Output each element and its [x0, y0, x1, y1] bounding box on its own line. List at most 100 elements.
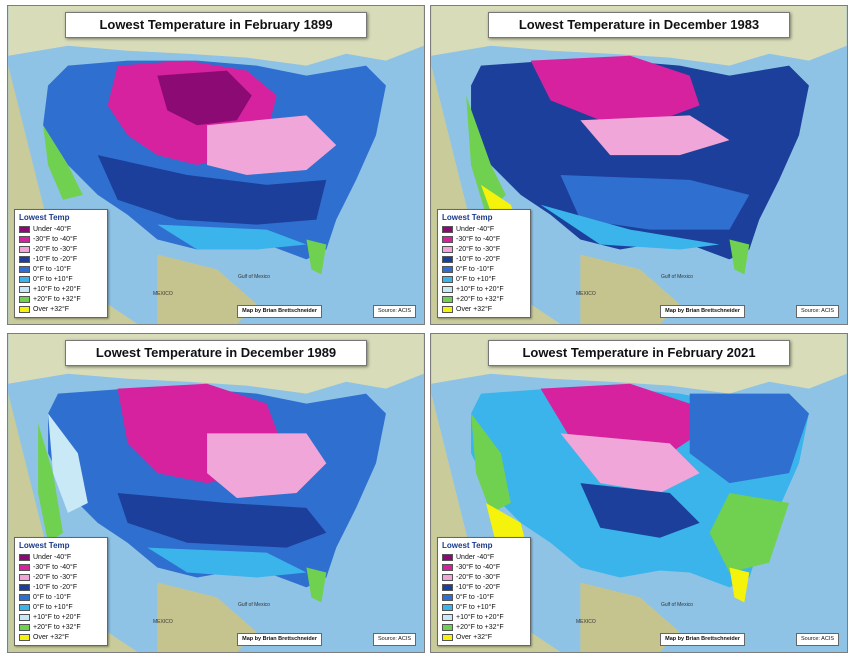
- map-panel-dec-1989: Lowest Temperature in December 1989 Gulf…: [7, 333, 425, 653]
- legend-item: -10°F to -20°F: [442, 582, 526, 592]
- credit-label: Map by Brian Brettschneider: [660, 633, 745, 646]
- legend-swatch: [442, 593, 453, 601]
- legend-item: -10°F to -20°F: [19, 582, 103, 592]
- legend-swatch: [19, 225, 30, 233]
- legend-label: -30°F to -40°F: [33, 235, 78, 243]
- panel-title: Lowest Temperature in December 1983: [488, 12, 790, 38]
- legend-item: Over +32°F: [442, 304, 526, 314]
- legend: Lowest Temp Under -40°F -30°F to -40°F -20…: [14, 209, 108, 318]
- legend-item: 0°F to +10°F: [19, 602, 103, 612]
- legend-item: +10°F to +20°F: [19, 612, 103, 622]
- legend-swatch: [442, 633, 453, 641]
- legend-swatch: [19, 553, 30, 561]
- legend-swatch: [19, 583, 30, 591]
- legend-title: Lowest Temp: [442, 541, 493, 550]
- legend-item: Over +32°F: [442, 632, 526, 642]
- credit-label: Map by Brian Brettschneider: [237, 633, 322, 646]
- legend-label: -30°F to -40°F: [456, 235, 501, 243]
- legend-label: Over +32°F: [456, 305, 493, 313]
- legend-swatch: [442, 563, 453, 571]
- source-label: Source: ACIS: [795, 305, 839, 318]
- legend-swatch: [19, 275, 30, 283]
- legend-swatch: [442, 305, 453, 313]
- legend-title: Lowest Temp: [19, 541, 70, 550]
- legend-label: 0°F to -10°F: [456, 265, 494, 273]
- legend-label: Over +32°F: [456, 633, 493, 641]
- legend-label: -20°F to -30°F: [456, 573, 501, 581]
- legend-item: -20°F to -30°F: [19, 572, 103, 582]
- legend-swatch: [442, 573, 453, 581]
- legend-label: +10°F to +20°F: [456, 613, 504, 621]
- legend-swatch: [19, 593, 30, 601]
- gulf-label: Gulf of Mexico: [661, 274, 693, 280]
- map-panel-feb-1899: Lowest Temperature in February 1899 Gulf…: [7, 5, 425, 325]
- legend-label: 0°F to +10°F: [33, 603, 73, 611]
- legend-label: +10°F to +20°F: [456, 285, 504, 293]
- legend-item: -30°F to -40°F: [19, 234, 103, 244]
- legend-rows: Under -40°F -30°F to -40°F -20°F to -30°F -…: [19, 224, 103, 314]
- legend-title: Lowest Temp: [19, 213, 70, 222]
- legend-item: -30°F to -40°F: [442, 234, 526, 244]
- legend-label: -10°F to -20°F: [33, 583, 78, 591]
- legend-item: 0°F to -10°F: [19, 264, 103, 274]
- legend-label: -10°F to -20°F: [456, 583, 501, 591]
- legend-title: Lowest Temp: [442, 213, 493, 222]
- legend-item: Over +32°F: [19, 632, 103, 642]
- mexico-label: MEXICO: [153, 619, 173, 625]
- legend-swatch: [442, 613, 453, 621]
- legend-label: +10°F to +20°F: [33, 613, 81, 621]
- legend-swatch: [19, 255, 30, 263]
- legend-item: 0°F to -10°F: [19, 592, 103, 602]
- legend-swatch: [19, 235, 30, 243]
- legend-label: Under -40°F: [33, 553, 72, 561]
- legend-label: -10°F to -20°F: [456, 255, 501, 263]
- legend-swatch: [442, 255, 453, 263]
- legend-swatch: [19, 563, 30, 571]
- legend-item: +20°F to +32°F: [442, 622, 526, 632]
- legend-swatch: [19, 285, 30, 293]
- legend-swatch: [442, 623, 453, 631]
- mexico-label: MEXICO: [576, 619, 596, 625]
- legend-swatch: [442, 603, 453, 611]
- legend-label: 0°F to +10°F: [33, 275, 73, 283]
- legend-label: 0°F to -10°F: [33, 593, 71, 601]
- legend: Lowest Temp Under -40°F -30°F to -40°F -20…: [437, 537, 531, 646]
- mexico-label: MEXICO: [576, 291, 596, 297]
- legend-swatch: [19, 295, 30, 303]
- legend-label: +20°F to +32°F: [33, 623, 81, 631]
- legend-label: +10°F to +20°F: [33, 285, 81, 293]
- legend-label: -30°F to -40°F: [33, 563, 78, 571]
- legend-swatch: [442, 285, 453, 293]
- legend-label: Under -40°F: [33, 225, 72, 233]
- legend-rows: Under -40°F -30°F to -40°F -20°F to -30°F -…: [442, 224, 526, 314]
- legend-swatch: [19, 305, 30, 313]
- legend-item: -10°F to -20°F: [442, 254, 526, 264]
- legend-item: Under -40°F: [442, 552, 526, 562]
- panel-title: Lowest Temperature in February 2021: [488, 340, 790, 366]
- mexico-label: MEXICO: [153, 291, 173, 297]
- legend-label: -20°F to -30°F: [456, 245, 501, 253]
- legend-item: 0°F to +10°F: [19, 274, 103, 284]
- legend-item: Under -40°F: [19, 224, 103, 234]
- map-panel-feb-2021: Lowest Temperature in February 2021 Gulf…: [430, 333, 848, 653]
- legend-item: 0°F to +10°F: [442, 274, 526, 284]
- legend-item: -30°F to -40°F: [19, 562, 103, 572]
- legend-label: 0°F to +10°F: [456, 603, 496, 611]
- legend-swatch: [19, 613, 30, 621]
- legend-label: 0°F to -10°F: [33, 265, 71, 273]
- panel-title: Lowest Temperature in December 1989: [65, 340, 367, 366]
- map-panel-dec-1983: Lowest Temperature in December 1983 Gulf…: [430, 5, 848, 325]
- legend-label: 0°F to +10°F: [456, 275, 496, 283]
- gulf-label: Gulf of Mexico: [661, 602, 693, 608]
- legend-item: 0°F to +10°F: [442, 602, 526, 612]
- source-label: Source: ACIS: [795, 633, 839, 646]
- legend-item: +20°F to +32°F: [19, 622, 103, 632]
- legend-item: Under -40°F: [19, 552, 103, 562]
- legend-item: 0°F to -10°F: [442, 264, 526, 274]
- legend-swatch: [442, 553, 453, 561]
- legend-item: -20°F to -30°F: [442, 572, 526, 582]
- legend-swatch: [442, 265, 453, 273]
- legend-swatch: [442, 275, 453, 283]
- legend-item: +10°F to +20°F: [442, 612, 526, 622]
- legend-label: Under -40°F: [456, 225, 495, 233]
